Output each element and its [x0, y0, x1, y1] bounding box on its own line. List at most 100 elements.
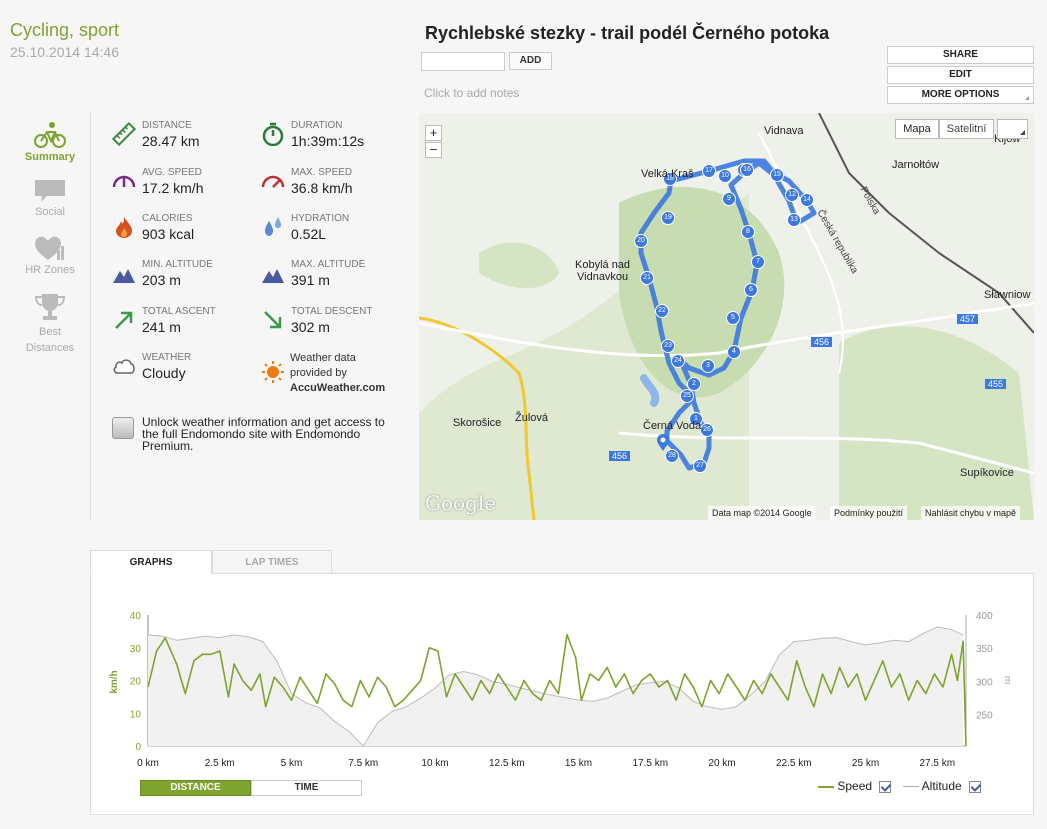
zoom-in-button[interactable]: +	[425, 125, 442, 141]
map-terms-link[interactable]: Podmínky použití	[830, 506, 908, 520]
weather-source-line2: provided by	[290, 367, 347, 379]
place-label: Černá Voda	[643, 420, 702, 432]
route-marker[interactable]: 17	[702, 164, 716, 178]
route-marker[interactable]: 19	[661, 211, 675, 225]
map-type-mapa-button[interactable]: Mapa	[895, 119, 939, 139]
x-tick-label: 20 km	[708, 758, 735, 769]
premium-upsell-text[interactable]: Unlock weather information and get acces…	[142, 415, 385, 453]
fullscreen-button[interactable]	[997, 119, 1028, 139]
route-marker[interactable]: 16	[740, 163, 754, 177]
legend-altitude-label: Altitude	[921, 779, 962, 793]
route-marker[interactable]: 21	[640, 271, 654, 285]
sport-title: Cycling, sport	[10, 20, 120, 40]
stat-label: HYDRATION	[291, 213, 350, 224]
more-options-label: MORE OPTIONS	[921, 89, 1000, 100]
x-tick-label: 0 km	[137, 758, 159, 769]
x-tick-label: 2.5 km	[205, 758, 235, 769]
google-logo: Google	[425, 491, 497, 515]
legend-speed[interactable]: Speed	[818, 779, 892, 793]
route-marker[interactable]: 28	[665, 449, 679, 463]
route-marker[interactable]: 10	[718, 169, 732, 183]
route-marker[interactable]: 12	[785, 188, 799, 202]
speech-bubble-icon	[35, 180, 65, 202]
map-data-credit: Data map ©2014 Google	[708, 506, 816, 520]
road-badge: 456	[609, 451, 631, 461]
stat-label: CALORIES	[142, 213, 193, 224]
sidebar-item-social[interactable]: Social	[20, 178, 80, 218]
altitude-line	[147, 626, 964, 747]
toggle-distance[interactable]: DISTANCE	[140, 780, 251, 796]
stat-label: MAX. SPEED	[291, 167, 353, 178]
y2-tick-label: 250	[976, 711, 993, 722]
legend-altitude[interactable]: Altitude	[903, 779, 982, 793]
place-label: Velká Kraš	[641, 168, 694, 180]
route-marker[interactable]: 3	[701, 359, 715, 373]
y2-tick-label: 350	[976, 644, 993, 655]
stat-label: TOTAL ASCENT	[142, 306, 216, 317]
notes-field[interactable]: Click to add notes	[424, 86, 520, 100]
sidebar-item-best-distances[interactable]: Best Distances	[20, 292, 80, 356]
stat-value: 36.8 km/h	[291, 180, 353, 196]
route-marker[interactable]: 14	[800, 193, 814, 207]
workout-title[interactable]: Rychlebské stezky - trail podél Černého …	[425, 23, 830, 43]
water-drops-icon	[265, 217, 281, 236]
stat-value: 302 m	[291, 319, 330, 335]
tag-input[interactable]	[421, 52, 505, 71]
heart-chart-icon	[35, 236, 64, 260]
route-map[interactable]: 1234567891011121314151617181920212223242…	[419, 113, 1034, 520]
accuweather-link[interactable]: AccuWeather.com	[290, 382, 386, 394]
altitude-checkbox[interactable]	[969, 780, 982, 793]
route-marker[interactable]: 23	[661, 339, 675, 353]
mountain-max-icon	[262, 269, 284, 283]
route-marker[interactable]: 8	[741, 225, 755, 239]
route-marker[interactable]: 20	[634, 234, 648, 248]
route-marker[interactable]: 25	[680, 389, 694, 403]
speed-checkbox[interactable]	[879, 780, 892, 793]
stat-value: 17.2 km/h	[142, 180, 204, 196]
map-type-satellite-button[interactable]: Satelitní	[939, 119, 994, 139]
speed-line	[147, 633, 967, 747]
y-tick-label: 10	[130, 709, 142, 720]
sidebar-item-label: HR Zones	[25, 264, 75, 276]
route-marker[interactable]: 1	[689, 412, 703, 426]
sidebar-item-label: Best Distances	[25, 326, 75, 354]
tab-lap-times[interactable]: LAP TIMES	[212, 550, 332, 574]
route-marker[interactable]: 24	[671, 354, 685, 368]
route-marker[interactable]: 2	[687, 377, 701, 391]
zoom-out-button[interactable]: −	[425, 142, 442, 158]
y-tick-label: 0	[135, 742, 141, 753]
sidebar-item-summary[interactable]: Summary	[20, 121, 80, 163]
x-tick-label: 5 km	[281, 758, 303, 769]
stat-label: AVG. SPEED	[142, 167, 202, 178]
route-marker[interactable]: 26	[700, 423, 714, 437]
route-marker[interactable]: 13	[787, 213, 801, 227]
route-marker[interactable]: 22	[655, 304, 669, 318]
toggle-time[interactable]: TIME	[251, 780, 362, 796]
route-marker[interactable]: 27	[693, 459, 707, 473]
edit-button[interactable]: EDIT	[887, 66, 1034, 84]
tab-graphs[interactable]: GRAPHS	[90, 550, 212, 574]
route-marker[interactable]: 6	[744, 283, 758, 297]
more-options-button[interactable]: MORE OPTIONS	[887, 86, 1034, 104]
dropdown-corner-icon	[1025, 96, 1029, 100]
sidebar-item-hr-zones[interactable]: HR Zones	[20, 234, 80, 276]
stat-label: TOTAL DESCENT	[291, 306, 373, 317]
legend-speed-swatch	[818, 785, 834, 788]
legend-speed-label: Speed	[837, 779, 873, 793]
map-report-error-link[interactable]: Nahlásit chybu v mapě	[921, 506, 1021, 520]
route-marker[interactable]: 5	[726, 311, 740, 325]
weather-source: Weather data provided by AccuWeather.com	[290, 351, 400, 396]
route-marker[interactable]: 18	[663, 172, 677, 186]
x-tick-label: 7.5 km	[348, 758, 378, 769]
stat-label: DURATION	[291, 120, 343, 131]
y-tick-label: 40	[130, 611, 142, 622]
stat-value: 28.47 km	[142, 133, 200, 149]
route-marker[interactable]: 15	[770, 168, 784, 182]
route-marker[interactable]: 4	[727, 345, 741, 359]
add-button[interactable]: ADD	[509, 52, 552, 70]
route-marker[interactable]: 9	[722, 192, 736, 206]
share-button[interactable]: SHARE	[887, 46, 1034, 64]
route-marker[interactable]: 7	[751, 255, 765, 269]
speed-altitude-chart[interactable]: 0 10 20 30 40 250 300 350 400 0 km 2.5 km 5 km 7.5 k…	[100, 600, 1010, 775]
stat-value: 1h:39m:12s	[291, 133, 365, 149]
